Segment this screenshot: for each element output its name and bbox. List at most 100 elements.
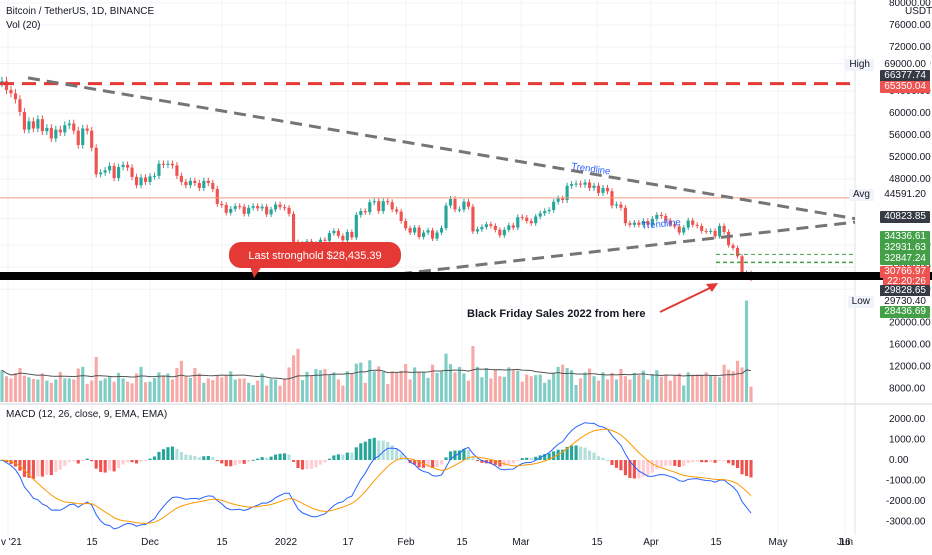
volume-bar bbox=[148, 381, 152, 402]
price-tag-caption: Low bbox=[847, 296, 874, 308]
candle-body bbox=[448, 198, 453, 206]
macd-histogram-bar bbox=[722, 460, 726, 461]
volume-bar bbox=[184, 376, 188, 402]
candle-body bbox=[85, 128, 89, 131]
volume-bar bbox=[206, 378, 210, 402]
candle-body bbox=[247, 207, 251, 214]
callout-bubble bbox=[229, 242, 401, 268]
macd-histogram-bar bbox=[143, 460, 148, 462]
volume-bar bbox=[278, 385, 282, 402]
volume-bar bbox=[386, 383, 390, 402]
macd-histogram-bar bbox=[327, 458, 331, 460]
volume-bar bbox=[175, 367, 179, 402]
price-tag[interactable]: 29828.65 bbox=[880, 285, 930, 297]
price-tag[interactable]: 40823.85 bbox=[880, 211, 930, 223]
volume-indicator-label[interactable]: Vol (20) bbox=[6, 20, 41, 31]
candle-body bbox=[242, 206, 246, 214]
volume-bar bbox=[628, 379, 632, 402]
price-tag[interactable]: 69000.00 bbox=[880, 59, 930, 71]
symbol-title[interactable]: Bitcoin / TetherUS, 1D, BINANCE bbox=[6, 6, 155, 17]
candle-body bbox=[166, 163, 170, 165]
volume-bar bbox=[265, 385, 269, 402]
price-tag[interactable]: 65350.04 bbox=[880, 81, 930, 93]
candle-body bbox=[484, 224, 488, 228]
volume-bar bbox=[578, 378, 583, 402]
macd-indicator-label[interactable]: MACD (12, 26, close, 9, EMA, EMA) bbox=[6, 409, 168, 420]
macd-histogram-bar bbox=[664, 460, 668, 466]
volume-bar bbox=[744, 300, 749, 402]
candle-body bbox=[354, 214, 358, 238]
macd-histogram-bar bbox=[744, 460, 749, 476]
macd-histogram-bar bbox=[596, 456, 601, 460]
candle-body bbox=[31, 121, 35, 129]
volume-bar bbox=[709, 375, 713, 402]
macd-histogram-bar bbox=[58, 460, 62, 470]
volume-bar bbox=[749, 386, 753, 402]
macd-histogram-bar bbox=[511, 460, 515, 464]
volume-bar bbox=[430, 364, 435, 402]
candle-body bbox=[417, 227, 421, 237]
candle-body bbox=[9, 89, 13, 94]
volume-bar bbox=[659, 376, 663, 402]
macd-histogram-bar bbox=[220, 460, 224, 464]
price-tag[interactable]: 34336.61 bbox=[880, 231, 930, 243]
volume-bar bbox=[587, 368, 592, 402]
price-tag[interactable]: 66377.74 bbox=[880, 70, 930, 82]
macd-histogram-bar bbox=[368, 438, 372, 460]
candle-body bbox=[413, 227, 417, 233]
volume-bar bbox=[413, 367, 417, 402]
volume-bar bbox=[13, 372, 18, 402]
volume-bar bbox=[691, 374, 695, 402]
volume-bar bbox=[408, 379, 412, 402]
candle-body bbox=[480, 227, 484, 230]
volume-bar bbox=[260, 373, 264, 402]
macd-tick-label: -2000.00 bbox=[886, 496, 926, 507]
time-tick-label: Dec bbox=[141, 537, 159, 548]
candle-body bbox=[422, 232, 426, 237]
macd-histogram-bar bbox=[565, 446, 569, 460]
price-tag-caption: High bbox=[845, 59, 874, 71]
candle-body bbox=[740, 256, 744, 278]
candle-body bbox=[516, 217, 520, 228]
macd-histogram-bar bbox=[287, 454, 291, 460]
volume-bar bbox=[381, 371, 385, 402]
price-tag[interactable]: 32931.63 bbox=[880, 242, 930, 254]
macd-histogram-bar bbox=[117, 460, 121, 469]
price-tag[interactable]: 28436.69 bbox=[880, 306, 930, 318]
candle-body bbox=[45, 127, 49, 132]
price-tag[interactable]: 32847.24 bbox=[880, 253, 930, 265]
candle-body bbox=[471, 206, 475, 232]
candle-body bbox=[372, 201, 376, 203]
volume-bar bbox=[457, 366, 462, 402]
candle-body bbox=[583, 182, 587, 185]
macd-histogram-bar bbox=[543, 454, 547, 460]
macd-histogram-bar bbox=[740, 460, 744, 475]
macd-histogram-bar bbox=[363, 441, 367, 460]
macd-histogram-bar bbox=[381, 440, 385, 460]
time-tick-label: 16 bbox=[839, 537, 851, 548]
volume-bar bbox=[9, 378, 13, 402]
volume-bar bbox=[731, 371, 735, 402]
volume-bar bbox=[516, 370, 520, 402]
volume-bar bbox=[287, 367, 291, 402]
volume-bar bbox=[0, 370, 4, 402]
price-tag[interactable]: 29730.40 bbox=[880, 296, 930, 308]
volume-bar bbox=[54, 379, 58, 402]
macd-tick-label: -1000.00 bbox=[886, 476, 926, 487]
volume-bar bbox=[664, 375, 668, 402]
candle-body bbox=[224, 205, 228, 213]
price-tag[interactable]: 30766.97 bbox=[880, 266, 930, 278]
time-tick-label: Mar bbox=[512, 537, 530, 548]
candle-body bbox=[574, 183, 578, 185]
price-tag-caption: Avg bbox=[848, 189, 874, 201]
price-tag[interactable]: 44591.20 bbox=[880, 189, 930, 201]
volume-bar bbox=[197, 373, 201, 402]
volume-bar bbox=[686, 372, 690, 402]
candle-body bbox=[596, 185, 601, 193]
macd-histogram-bar bbox=[637, 460, 641, 479]
candle-body bbox=[399, 211, 403, 221]
macd-histogram-bar bbox=[641, 460, 645, 477]
volume-bar bbox=[650, 374, 654, 402]
